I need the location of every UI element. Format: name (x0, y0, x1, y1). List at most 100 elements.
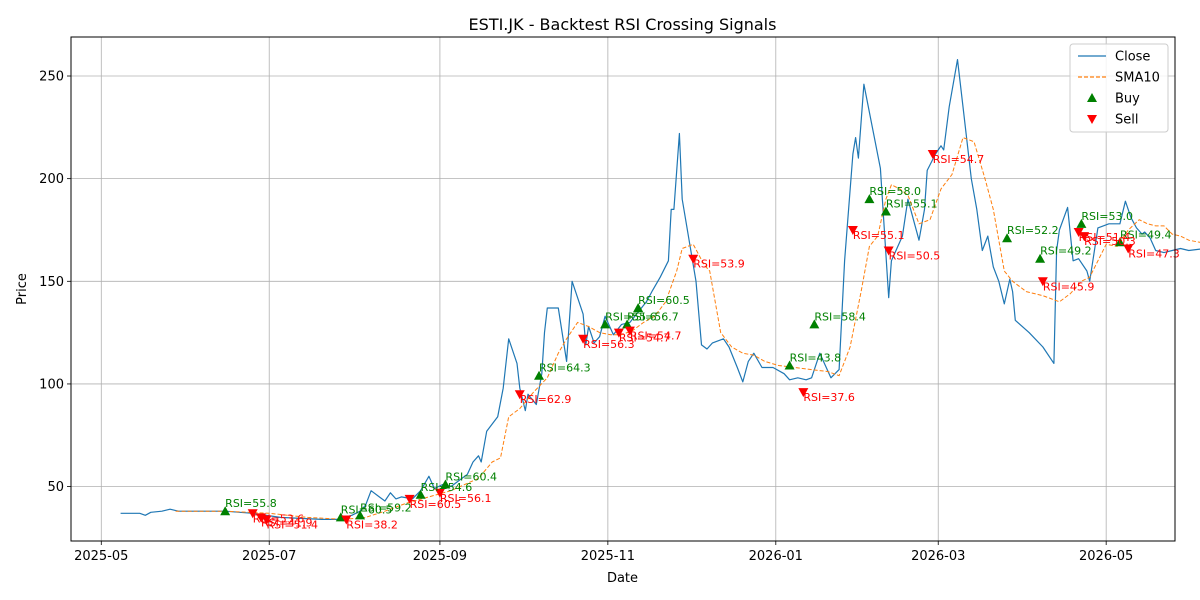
sell-annotation: RSI=54.7 (933, 153, 985, 166)
legend-label: Close (1115, 50, 1150, 65)
buy-marker (1076, 218, 1087, 228)
buy-annotation: RSI=64.3 (539, 362, 591, 375)
x-axis-label: Date (607, 571, 638, 586)
buy-annotation: RSI=56.7 (627, 310, 679, 323)
y-tick-label: 100 (39, 377, 64, 392)
sell-annotation: RSI=51.4 (266, 518, 318, 531)
y-axis-label: Price (15, 273, 30, 305)
legend-label: SMA10 (1115, 71, 1160, 86)
legend-box (1069, 43, 1169, 133)
buy-annotation: RSI=52.2 (1007, 224, 1059, 237)
x-tick-label: 2025-05 (74, 549, 128, 564)
buy-marker (335, 512, 346, 522)
sma10-series-line (175, 137, 1200, 520)
sell-marker (624, 326, 635, 336)
buy-annotation: RSI=54.6 (421, 481, 473, 494)
legend-swatch (1087, 115, 1097, 124)
buy-marker (534, 370, 545, 380)
sell-annotation: RSI=54.7 (619, 332, 671, 345)
buy-annotation: RSI=60.5 (341, 503, 393, 516)
x-tick-label: 2025-11 (581, 549, 635, 564)
buy-marker (1035, 253, 1046, 263)
buy-annotation: RSI=60.5 (638, 294, 690, 307)
sell-marker (247, 509, 258, 519)
sell-annotation: RSI=53.6 (253, 512, 305, 525)
sell-annotation: RSI=50.5 (889, 250, 941, 263)
buy-annotation: RSI=49.2 (1040, 245, 1092, 258)
sell-marker (434, 488, 445, 498)
sell-marker (1037, 277, 1048, 287)
legend-swatch (1087, 93, 1097, 102)
buy-marker (809, 319, 820, 329)
buy-annotation: RSI=55.8 (225, 497, 277, 510)
close-series-line (120, 59, 1200, 520)
sell-marker (1123, 244, 1134, 254)
x-tick-label: 2026-01 (749, 549, 803, 564)
buy-annotation: RSI=49.4 (1120, 228, 1172, 241)
buy-marker (600, 319, 611, 329)
y-tick-label: 150 (39, 275, 64, 290)
y-tick-label: 200 (39, 172, 64, 187)
sell-marker (883, 246, 894, 256)
sell-annotation: RSI=53.9 (693, 258, 745, 271)
buy-annotation: RSI=53.0 (1081, 210, 1133, 223)
sell-annotation: RSI=56.1 (440, 492, 492, 505)
buy-marker (1114, 237, 1125, 247)
buy-marker (355, 510, 366, 520)
sell-annotation: RSI=38.2 (346, 518, 398, 531)
sell-annotation: RSI=55.1 (853, 229, 905, 242)
x-axis-ticks: 2025-05 2025-07 2025-09 2025-11 2026-01 2026-… (74, 541, 1133, 564)
buy-marker (415, 489, 426, 499)
x-tick-label: 2026-03 (911, 549, 965, 564)
buy-annotation: RSI=58.0 (869, 185, 921, 198)
sell-marker (1079, 232, 1090, 242)
sell-annotation: RSI=47.3 (1128, 247, 1180, 260)
legend: Close SMA10 Buy Sell (1069, 43, 1169, 133)
buy-annotation: RSI=55.1 (886, 198, 938, 211)
buy-annotation: RSI=59.2 (360, 501, 412, 514)
buy-marker (1002, 233, 1013, 243)
x-tick-label: 2026-05 (1079, 549, 1133, 564)
sell-annotation: RSI=51.4 (1079, 231, 1131, 244)
y-tick-label: 50 (47, 480, 64, 495)
buy-marker (784, 360, 795, 370)
sell-annotation: RSI=54.7 (630, 330, 682, 343)
sell-marker (847, 225, 858, 235)
sell-marker (1073, 228, 1084, 238)
sell-annotation: RSI=62.9 (520, 393, 572, 406)
buy-marker (440, 479, 451, 489)
sell-annotation: RSI=37.6 (803, 391, 855, 404)
sell-marker (341, 515, 352, 525)
sell-marker (798, 388, 809, 398)
buy-marker (220, 506, 231, 516)
sell-marker (578, 334, 589, 344)
sell-marker (613, 328, 624, 338)
series-layer (120, 59, 1200, 520)
buy-marker (864, 194, 875, 204)
buy-annotation: RSI=60.4 (445, 471, 497, 484)
x-tick-label: 2025-09 (413, 549, 467, 564)
buy-marker (880, 206, 891, 216)
y-axis-ticks: 50 100 150 200 250 (39, 70, 71, 495)
sell-annotation: RSI=60.5 (410, 498, 462, 511)
sell-marker (927, 150, 938, 160)
sell-marker (514, 390, 525, 400)
sell-marker (261, 515, 272, 525)
sell-annotation: RSI=50.3 (1084, 235, 1136, 248)
x-tick-label: 2025-07 (242, 549, 296, 564)
legend-label: Buy (1115, 92, 1140, 107)
chart-title: ESTI.JK - Backtest RSI Crossing Signals (469, 15, 777, 34)
sell-annotation: RSI=45.9 (1043, 280, 1095, 293)
y-tick-label: 250 (39, 70, 64, 85)
buy-annotation: RSI=58.4 (814, 310, 866, 323)
sell-marker (688, 254, 699, 264)
buy-annotation: RSI=55.6 (605, 310, 657, 323)
buy-annotation: RSI=43.8 (790, 351, 842, 364)
legend-label: Sell (1115, 113, 1138, 128)
sell-annotation: RSI=56.3 (583, 338, 635, 351)
signal-annotations: RSI=55.8 RSI=60.5RSI=59.2RSI=54.6RSI=60.4… (225, 153, 1180, 531)
buy-marker (633, 302, 644, 312)
sell-marker (404, 494, 415, 504)
grid-lines (71, 37, 1175, 541)
